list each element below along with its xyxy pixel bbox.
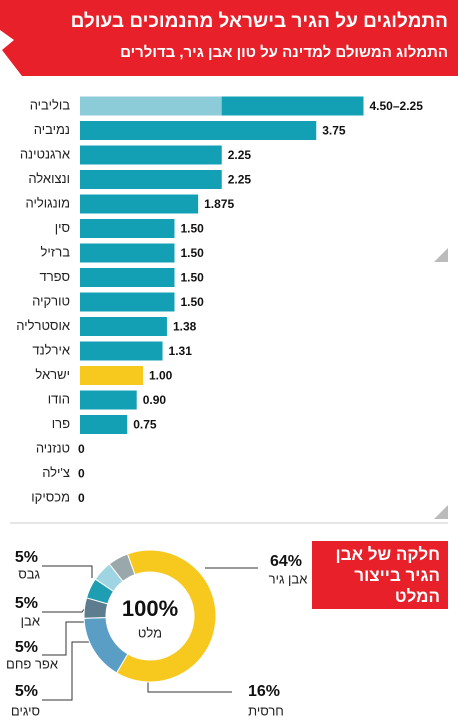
slice-value: 5% xyxy=(15,639,38,656)
bar xyxy=(80,243,175,263)
leader-line xyxy=(42,565,93,578)
category-label: ברזיל xyxy=(41,244,71,259)
center-label: מלט xyxy=(138,625,162,640)
value-label: 0.75 xyxy=(133,418,157,432)
category-label: צ'ילה xyxy=(42,465,70,480)
leader-line xyxy=(42,621,86,656)
category-label: ונצואלה xyxy=(28,171,70,186)
bar xyxy=(80,341,163,361)
chart-subtitle: התמלוג המשולם למדינה על טון אבן גיר, בדו… xyxy=(120,44,448,61)
category-label: ישראל xyxy=(35,367,70,382)
leader-line xyxy=(42,641,92,701)
category-label: אוסטרליה xyxy=(16,318,70,333)
value-label: 1.50 xyxy=(181,246,205,260)
value-label: 0 xyxy=(78,491,85,505)
value-label: 2.25 xyxy=(228,148,252,162)
value-label: 1.875 xyxy=(204,197,234,211)
value-label: 0 xyxy=(78,442,85,456)
bar xyxy=(80,121,317,140)
slice-value: 5% xyxy=(15,595,38,612)
category-label: אירלנד xyxy=(32,342,70,357)
donut-slice xyxy=(108,553,136,583)
bar xyxy=(80,219,175,238)
slice-value: 16% xyxy=(248,683,280,700)
category-label: פרו xyxy=(52,416,70,431)
category-label: טורקיה xyxy=(32,293,70,308)
slice-label: אבן גיר xyxy=(269,571,308,586)
bar xyxy=(80,194,199,214)
category-label: ארגנטינה xyxy=(20,146,70,161)
category-label: מונגוליה xyxy=(26,195,70,210)
value-label: 1.50 xyxy=(181,271,205,285)
value-label: 3.75 xyxy=(322,124,346,138)
bar xyxy=(80,170,222,189)
value-label: 0.90 xyxy=(143,393,167,407)
donut-slice xyxy=(115,549,217,683)
slice-label: סיגים xyxy=(11,703,40,718)
value-label: 1.38 xyxy=(173,320,197,334)
bar-low xyxy=(80,96,222,116)
category-label: ספרד xyxy=(40,269,70,284)
slice-label: חרסית xyxy=(248,703,284,718)
center-value: 100% xyxy=(122,596,178,621)
decor xyxy=(434,505,448,519)
slice-value: 5% xyxy=(15,683,38,700)
leader-line xyxy=(42,603,89,613)
decor xyxy=(434,248,448,262)
slice-label: אבן xyxy=(21,613,40,628)
bar xyxy=(80,366,143,385)
leader-line xyxy=(147,680,232,693)
bar xyxy=(80,390,137,410)
category-label: סין xyxy=(55,220,70,235)
value-label: 1.50 xyxy=(181,222,205,236)
header-banner xyxy=(0,0,458,76)
slice-value: 5% xyxy=(15,549,38,566)
value-label: 2.25 xyxy=(228,173,252,187)
category-label: טנזניה xyxy=(36,440,70,455)
slice-label: גבס xyxy=(18,566,40,581)
bar xyxy=(80,415,128,434)
category-label: הודו xyxy=(48,391,70,406)
value-label: 4.50–2.25 xyxy=(370,99,424,113)
value-label: 1.00 xyxy=(149,369,173,383)
bar xyxy=(80,268,175,287)
donut-slice xyxy=(83,617,129,674)
slice-value: 64% xyxy=(270,553,302,570)
value-label: 1.50 xyxy=(181,295,205,309)
value-label: 0 xyxy=(78,467,85,481)
bar xyxy=(80,317,167,336)
category-label: מכסיקו xyxy=(31,489,70,504)
chart-title: התמלוגים על הגיר בישראל מהנמוכים בעולם xyxy=(71,11,448,32)
leader-lines xyxy=(42,565,258,701)
donut-title: חלקה של אבן הגיר בייצור המלט xyxy=(312,541,448,609)
category-label: בוליביה xyxy=(30,97,71,112)
bar xyxy=(80,292,175,312)
value-label: 1.31 xyxy=(169,344,193,358)
bar xyxy=(80,145,222,165)
category-label: נמיביה xyxy=(34,122,70,137)
slice-label: אפר פחם xyxy=(6,656,58,671)
